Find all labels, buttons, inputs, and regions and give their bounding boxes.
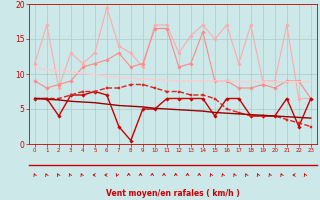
Text: Vent moyen/en rafales ( km/h ): Vent moyen/en rafales ( km/h ) [106,189,240,198]
